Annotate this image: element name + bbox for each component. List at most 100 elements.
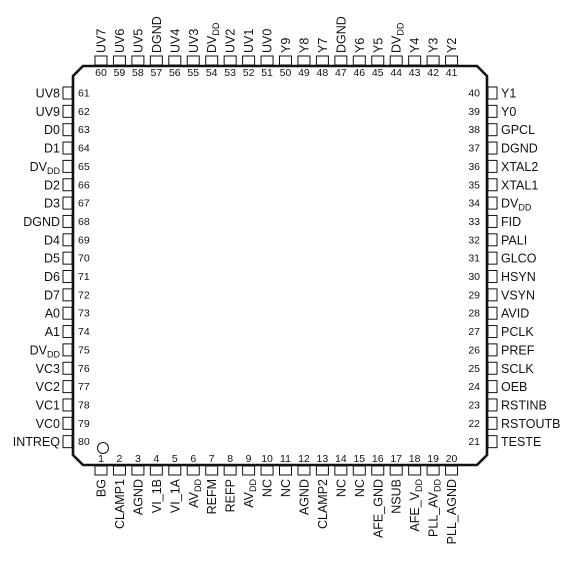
pin-55-number: 55 (187, 67, 199, 79)
pin-49-lead (297, 55, 311, 66)
pin-39-name: Y0 (501, 105, 516, 119)
pin-19-number: 19 (427, 453, 439, 465)
pin-1-number: 1 (98, 453, 104, 465)
pin-46: Y6 46 (352, 38, 367, 79)
pin-64-lead (62, 141, 73, 155)
pin-68-lead (62, 214, 73, 228)
pin-19: PLL_AVDD 19 (426, 453, 443, 537)
pin-72: D7 72 (44, 288, 90, 302)
pin-57-name: DGND (150, 16, 164, 53)
pin-56: UV4 56 (168, 29, 182, 79)
pin-23-number: 23 (468, 399, 480, 411)
pin-71-name: D6 (44, 270, 60, 284)
pin-4-number: 4 (153, 453, 159, 465)
pin-3-name: AGND (131, 479, 145, 515)
pin-5-lead (168, 465, 182, 476)
pin-68-number: 68 (78, 216, 90, 228)
pin-14: NC 14 (334, 453, 348, 497)
pin-5-number: 5 (172, 453, 178, 465)
pin-59-name: UV6 (113, 29, 127, 53)
pin-69: D4 69 (44, 233, 90, 247)
pin-44-lead (389, 55, 403, 66)
pin-34-name-subscript: DD (518, 203, 531, 213)
pin-71-number: 71 (78, 271, 90, 283)
pin-24: OEB 24 (468, 380, 527, 394)
pin-6-number: 6 (190, 453, 196, 465)
pin-43: Y4 43 (408, 38, 422, 79)
pin-76-number: 76 (78, 363, 90, 375)
pin-46-lead (352, 55, 366, 66)
pin-16: AFE_GND 16 (371, 453, 385, 538)
pin-74-number: 74 (78, 326, 90, 338)
pin-36: XTAL2 36 (468, 159, 538, 174)
pin-49-name: Y8 (297, 38, 311, 53)
pin-20-name: PLL_AGND (445, 479, 459, 544)
pin-64-name: D1 (44, 142, 60, 156)
pin-65-number: 65 (78, 161, 90, 173)
pin-48-number: 48 (317, 67, 329, 79)
pins-right: Y1 40 Y0 39 GPCL 38 DGND 37 XTAL2 36 XTAL1 35 DVDD 34… (468, 86, 561, 449)
pin-55-lead (186, 55, 200, 66)
pin-59-number: 59 (114, 67, 126, 79)
pin-9-lead (242, 465, 256, 476)
pin-80: INTREQ 80 (13, 435, 90, 449)
pin-40-name: Y1 (501, 87, 516, 101)
pin-72-lead (62, 288, 73, 302)
pin-59: UV6 59 (112, 29, 127, 79)
pin-1: BG 1 (94, 453, 109, 497)
pin-58-name: UV5 (131, 29, 145, 53)
pin-1-lead (94, 465, 108, 476)
pin-78: VC1 78 (36, 398, 90, 412)
pin-2: CLAMP1 2 (112, 453, 127, 529)
pin-67-name: D3 (44, 197, 60, 211)
pin-78-lead (62, 398, 73, 412)
pin-61-lead (62, 86, 73, 100)
pin-64: D1 64 (44, 141, 90, 156)
pin-58-number: 58 (132, 67, 144, 79)
pin-38-lead (487, 123, 498, 137)
pin-59-lead (112, 55, 126, 66)
pin-78-name: VC1 (36, 398, 60, 412)
pin-39-number: 39 (468, 106, 480, 118)
pin-45-number: 45 (372, 67, 384, 79)
pin-34-name: DVDD (501, 197, 532, 213)
pin-48-name: Y7 (316, 38, 330, 53)
pin-77-name: VC2 (36, 380, 60, 394)
pin-16-number: 16 (372, 453, 384, 465)
pin-32-lead (487, 233, 498, 247)
pin-51-number: 51 (261, 67, 273, 79)
pin-35-lead (487, 178, 498, 192)
pin-62: UV9 62 (36, 104, 90, 119)
pin-26-name: PREF (501, 343, 535, 357)
pin-37-number: 37 (468, 143, 480, 155)
pin-79-name: VC0 (36, 417, 60, 431)
pin-73-name: A0 (45, 307, 60, 321)
pin-6-name: AVDD (187, 479, 203, 508)
pin-60: UV7 60 (94, 29, 109, 79)
pin-15-number: 15 (353, 453, 365, 465)
pin-72-number: 72 (78, 289, 90, 301)
pin-32-name: PALI (501, 233, 527, 247)
pin-74-lead (62, 325, 73, 339)
pin-41-lead (445, 55, 459, 66)
pin-57: DGND 57 (149, 16, 164, 79)
pin-29: VSYN 29 (468, 288, 535, 302)
pin-62-number: 62 (78, 106, 90, 118)
pin-70-name: D5 (44, 252, 60, 266)
pin-38-number: 38 (468, 124, 480, 136)
pin-8-lead (223, 465, 237, 476)
pin-37-lead (487, 141, 498, 155)
pin-67-number: 67 (78, 198, 90, 210)
pin-13-number: 13 (317, 453, 329, 465)
pin-51-name: UV0 (261, 29, 275, 53)
pin-3-lead (131, 465, 145, 476)
pins-left: UV8 61 UV9 62 D0 63 D1 64 DVDD 65 D2 66 D3 67 DGND 68 D4… (13, 86, 90, 449)
pin-20-number: 20 (446, 453, 458, 465)
pin-67-lead (62, 196, 73, 210)
pin-52-number: 52 (243, 67, 255, 79)
pin-77-lead (62, 380, 73, 394)
pin-6-name-subscript: DD (193, 479, 203, 492)
pin-36-number: 36 (468, 161, 480, 173)
pin-55-name: UV3 (187, 29, 201, 53)
pin-27-name: PCLK (501, 325, 534, 339)
